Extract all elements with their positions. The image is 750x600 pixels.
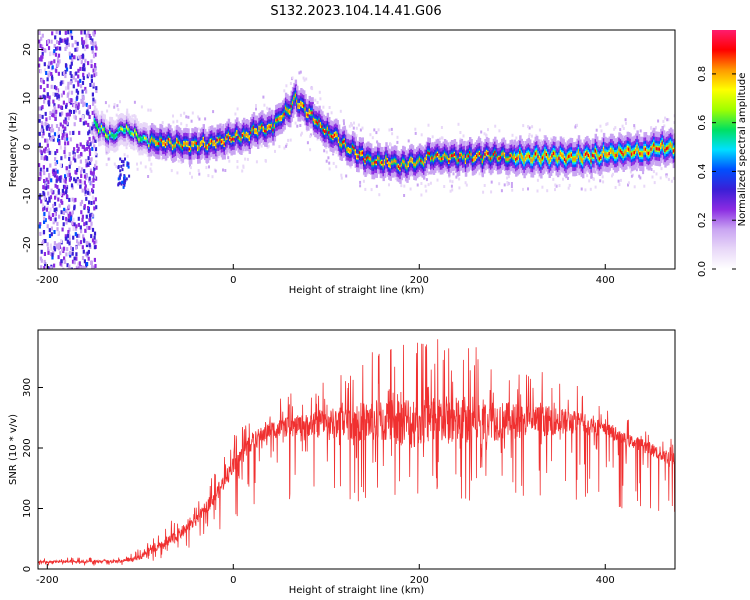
y-tick-label: -10 [22,188,33,204]
x-tick-label: -200 [36,275,59,286]
y-axis-label: Frequency (Hz) [8,112,19,188]
y-tick-label: 300 [22,378,33,397]
snr-frame [37,329,676,570]
spectrogram-heatmap [38,30,675,269]
spectrogram-frame [37,29,676,270]
snr-series-line [38,339,675,567]
x-axis-label: Height of straight line (km) [289,285,425,296]
y-tick-label: -20 [22,236,33,252]
y-tick-label: 100 [22,499,33,518]
spectrogram-panel: -200 0 200 400 20 10 0 -10 -20 Height of straight… [8,29,676,296]
y-tick-label: 10 [22,92,33,105]
colorbar-scale [712,30,736,269]
x-tick-label: 200 [410,275,429,286]
colorbar-tick-label: 0.0 [697,261,708,277]
x-tick-label: 0 [230,575,236,586]
x-tick-label: -200 [36,575,59,586]
y-tick-label: 0 [22,144,33,150]
colorbar-label: Normalized spectral amplitude [737,73,748,227]
y-tick-label: 0 [22,566,33,572]
x-tick-label: 0 [230,275,236,286]
x-axis-label: Height of straight line (km) [289,585,425,596]
y-tick-label: 20 [22,43,33,56]
colorbar-tick-label: 0.4 [697,163,708,179]
colorbar-tick-label: 0.8 [697,66,708,82]
x-tick-label: 200 [410,575,429,586]
y-tick-label: 200 [22,438,33,457]
colorbar-tick-label: 0.2 [697,212,708,228]
colorbar-tick-label: 0.6 [697,115,708,131]
x-tick-label: 400 [596,575,615,586]
colorbar: 0.0 0.2 0.4 0.6 0.8 Normalized spectral ampli… [697,30,748,277]
y-axis-label: SNR (10 * v/v) [8,414,19,485]
x-tick-label: 400 [596,275,615,286]
figure-title: S132.2023.104.14.41.G06 [270,4,441,19]
